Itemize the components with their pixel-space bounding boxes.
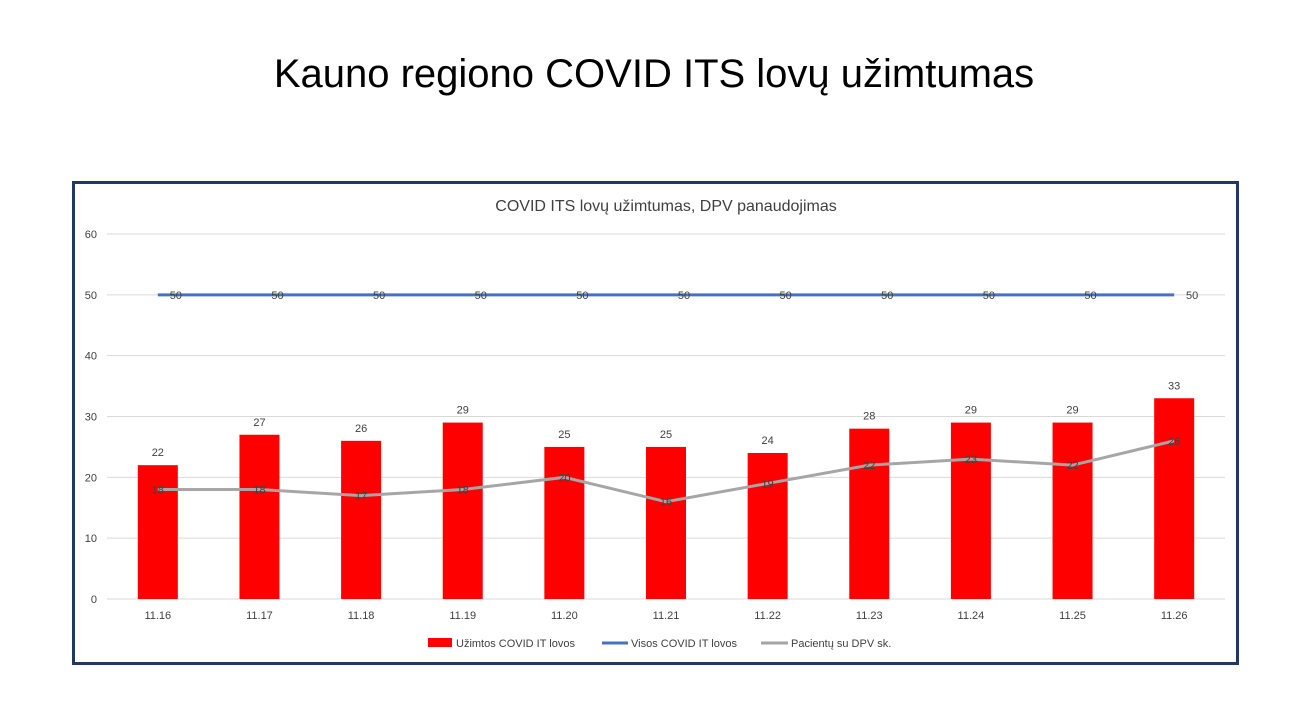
bar-data-label: 26: [355, 423, 367, 435]
bar: [1052, 422, 1093, 599]
total-beds-data-label: 50: [678, 290, 690, 302]
dpv-data-label: 22: [1066, 460, 1078, 472]
y-tick-label: 0: [91, 594, 97, 606]
y-tick-label: 40: [85, 351, 97, 363]
y-tick-label: 20: [85, 472, 97, 484]
total-beds-data-label: 50: [271, 290, 283, 302]
y-tick-label: 30: [85, 412, 97, 424]
x-tick-label: 11.22: [754, 610, 781, 622]
bar-data-label: 25: [558, 429, 570, 441]
x-tick-label: 11.18: [348, 610, 375, 622]
x-tick-label: 11.25: [1059, 610, 1086, 622]
y-tick-label: 60: [85, 229, 97, 241]
bar-data-label: 27: [253, 417, 265, 429]
bar-data-label: 25: [660, 429, 672, 441]
bar-data-label: 29: [1066, 405, 1078, 417]
legend-total-label: Visos COVID IT lovos: [631, 638, 737, 650]
x-tick-label: 11.26: [1161, 610, 1188, 622]
total-beds-data-label: 50: [170, 290, 182, 302]
bar: [341, 440, 382, 599]
x-tick-label: 11.16: [144, 610, 171, 622]
y-tick-label: 50: [85, 290, 97, 302]
legend-dpv-label: Pacientų su DPV sk.: [791, 638, 891, 650]
chart-frame: COVID ITS lovų užimtumas, DPV panaudojim…: [72, 181, 1239, 665]
bar: [747, 453, 788, 599]
y-tick-label: 10: [85, 533, 97, 545]
bar: [950, 422, 991, 599]
dpv-data-label: 16: [660, 497, 672, 509]
bar-data-label: 29: [965, 405, 977, 417]
dpv-data-label: 19: [762, 478, 774, 490]
total-beds-data-label: 50: [881, 290, 893, 302]
chart-title: COVID ITS lovų užimtumas, DPV panaudojim…: [495, 198, 836, 215]
dpv-data-label: 23: [965, 454, 977, 466]
bar: [544, 446, 585, 599]
total-beds-data-label: 50: [1186, 290, 1198, 302]
dpv-data-label: 20: [558, 472, 570, 484]
x-tick-label: 11.24: [958, 610, 985, 622]
x-tick-label: 11.21: [653, 610, 680, 622]
slide-title: Kauno regiono COVID ITS lovų užimtumas: [273, 52, 1035, 96]
dpv-data-label: 18: [457, 485, 469, 497]
total-beds-data-label: 50: [983, 290, 995, 302]
bar: [646, 446, 686, 599]
dpv-line: [157, 439, 1175, 504]
dpv-data-label: 26: [1168, 436, 1180, 448]
total-beds-data-label: 50: [1084, 290, 1096, 302]
total-beds-data-label: 50: [373, 290, 385, 302]
chart: COVID ITS lovų užimtumas, DPV panaudojim…: [85, 198, 1225, 650]
dpv-data-label: 18: [152, 485, 164, 497]
bar-data-label: 28: [863, 411, 875, 423]
bar-data-label: 24: [762, 435, 774, 447]
total-beds-data-label: 50: [780, 290, 792, 302]
x-tick-label: 11.17: [246, 610, 273, 622]
bar: [442, 422, 483, 599]
legend-bar-swatch: [428, 638, 452, 647]
x-tick-label: 11.19: [449, 610, 476, 622]
dpv-data-label: 22: [863, 460, 875, 472]
bar: [1154, 398, 1195, 599]
bar-data-label: 33: [1168, 380, 1180, 392]
bar: [137, 465, 178, 599]
total-beds-data-label: 50: [475, 290, 487, 302]
bar: [849, 428, 890, 599]
bar-data-label: 29: [457, 405, 469, 417]
dpv-data-label: 17: [355, 491, 367, 503]
x-tick-label: 11.20: [551, 610, 578, 622]
bar-data-label: 22: [152, 447, 164, 459]
x-tick-label: 11.23: [856, 610, 883, 622]
total-beds-data-label: 50: [576, 290, 588, 302]
dpv-data-label: 18: [253, 485, 265, 497]
bar: [239, 434, 280, 599]
legend-bar-label: Užimtos COVID IT lovos: [456, 638, 575, 650]
